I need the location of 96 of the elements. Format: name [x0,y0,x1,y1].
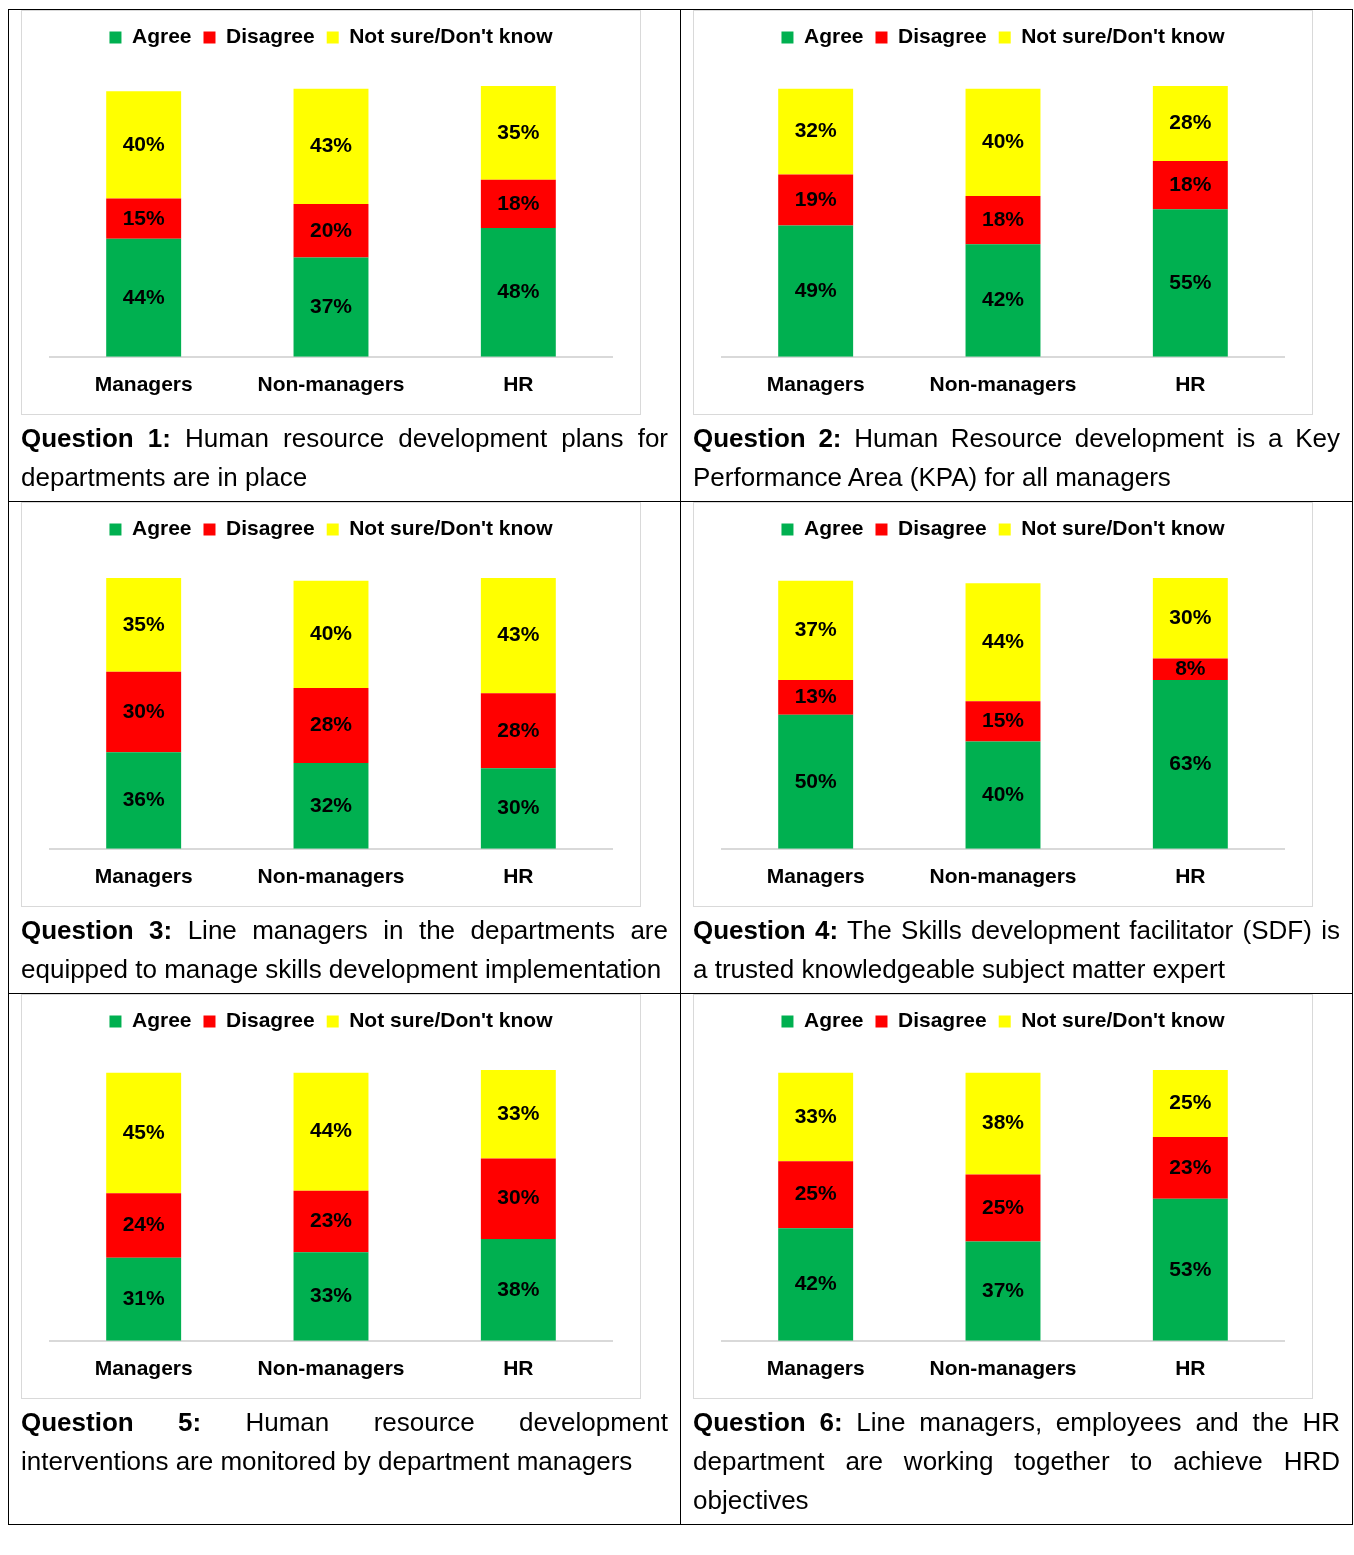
data-label: 23% [309,1208,353,1232]
x-tick-label: Managers [94,864,193,888]
data-label: 24% [122,1212,166,1236]
data-label: 18% [497,190,540,214]
data-label: 28% [309,712,353,736]
x-tick-label: Managers [766,1356,865,1380]
x-tick-label: Non-managers [257,1356,405,1380]
legend-label: Agree [803,24,864,48]
x-tick-label: HR [1175,864,1206,888]
data-label: 48% [497,279,540,303]
data-label: 25% [1169,1090,1212,1114]
data-label: 20% [309,217,353,241]
data-label: 31% [122,1286,166,1310]
x-tick-label: HR [503,864,534,888]
data-label: 30% [497,795,540,819]
x-tick-label: Non-managers [929,864,1077,888]
data-label: 44% [122,284,166,308]
data-label: 44% [981,629,1025,653]
legend-label: Agree [131,1008,192,1032]
data-label: 18% [1169,172,1212,195]
text: Question 6: Line managers, employees and the HR department are working together to achieve HRD objectives [693,1406,1340,1517]
data-label: 37% [309,293,353,317]
data-label: 32% [309,792,353,816]
text: Question 2: Human Resource development is a Key Performance Area (KPA) for all managers [693,422,1340,494]
legend-label: Agree [803,1008,864,1032]
data-label: 28% [1169,110,1212,134]
data-label: 40% [122,131,166,155]
legend-label: Agree [803,516,864,540]
data-label: 49% [794,277,838,301]
data-label: 28% [497,717,540,741]
x-tick-label: Managers [94,372,193,396]
data-label: 33% [794,1103,838,1127]
legend-label: Agree [131,24,192,48]
data-label: 43% [309,133,353,157]
data-label: 33% [309,1283,353,1307]
data-label: 40% [309,621,353,645]
legend-label: Disagree [897,516,987,540]
legend-label: Disagree [897,24,987,48]
data-label: 50% [794,768,838,792]
data-label: 40% [981,781,1025,805]
legend-label: Disagree [225,516,315,540]
x-tick-label: Non-managers [257,372,405,396]
text: Question 1: Human resource development plans for departments are in place [21,422,668,494]
data-label: 30% [497,1185,540,1209]
data-label: 45% [122,1119,166,1143]
x-tick-label: HR [503,1356,534,1380]
data-label: 25% [981,1194,1025,1218]
legend-label: Not sure/Don't know [1021,24,1226,48]
x-tick-label: Managers [94,1356,193,1380]
x-tick-label: HR [1175,1356,1206,1380]
legend-label: Disagree [897,1008,987,1032]
data-label: 30% [1169,605,1212,629]
x-tick-label: Non-managers [257,864,405,888]
data-label: 15% [122,205,166,229]
data-label: 18% [981,206,1025,230]
data-label: 36% [122,787,166,811]
data-label: 19% [794,186,838,210]
data-label: 37% [794,617,838,641]
data-label: 55% [1169,269,1212,293]
data-label: 15% [981,708,1025,732]
data-label: 43% [497,622,540,646]
data-label: 33% [497,1101,540,1125]
text: Question 3: Line managers in the departments are equipped to manage skills development implementation [21,914,668,986]
x-tick-label: HR [1175,372,1206,396]
data-label: 44% [309,1118,353,1142]
x-tick-label: Non-managers [929,372,1077,396]
chart-title: Question 5: Human resource development interventions are monitored by department managers [21,1407,668,1476]
data-label: 53% [1169,1256,1212,1280]
data-label: 40% [981,129,1025,153]
legend-label: Not sure/Don't know [349,516,554,540]
data-label: 30% [122,698,166,722]
data-label: 37% [981,1277,1025,1301]
data-label: 23% [1169,1154,1212,1178]
data-label: 32% [794,118,838,142]
x-tick-label: Managers [766,864,865,888]
legend-label: Not sure/Don't know [1021,516,1226,540]
legend-label: Not sure/Don't know [349,24,554,48]
data-label: 38% [981,1110,1025,1134]
data-label: 8% [1175,655,1206,679]
data-label: 35% [497,119,540,143]
data-label: 63% [1169,751,1212,775]
x-tick-label: Managers [766,372,865,396]
x-tick-label: Non-managers [929,1356,1077,1380]
data-label: 13% [794,684,838,708]
data-label: 25% [794,1181,838,1205]
text: Question 4: The Skills development facilitator (SDF) is a trusted knowledgeable subject matter expert [693,914,1340,986]
legend-label: Disagree [225,1008,315,1032]
data-label: 42% [981,287,1025,311]
legend-label: Not sure/Don't know [1021,1008,1226,1032]
x-tick-label: HR [503,372,534,396]
legend-label: Agree [131,516,192,540]
data-label: 35% [122,611,166,635]
legend-label: Disagree [225,24,315,48]
data-label: 42% [794,1271,838,1295]
legend-label: Not sure/Don't know [349,1008,554,1032]
data-label: 38% [497,1276,540,1300]
